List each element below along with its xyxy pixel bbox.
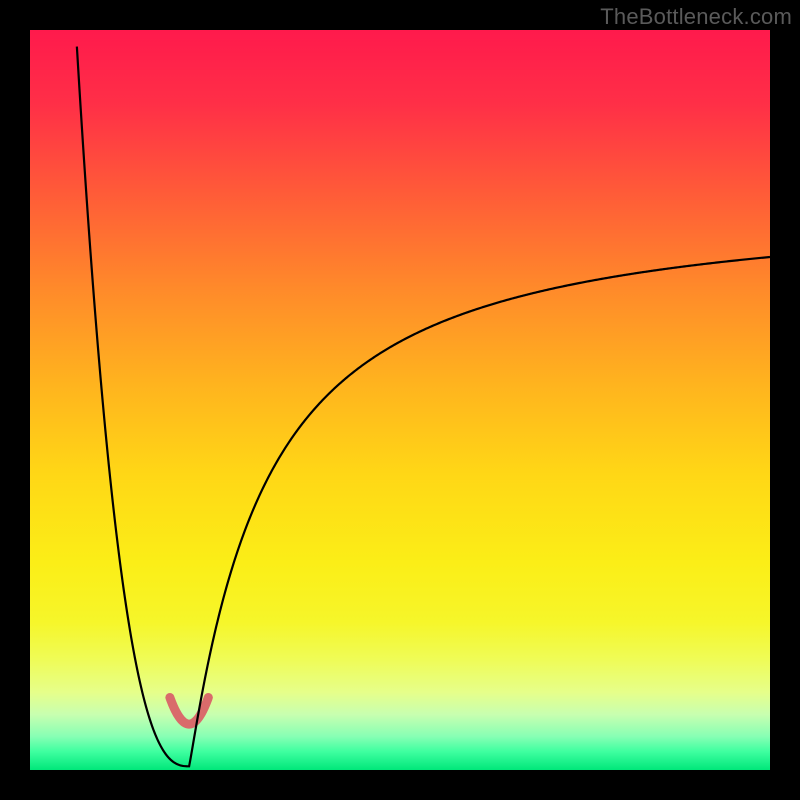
chart-frame xyxy=(30,30,770,770)
watermark-text: TheBottleneck.com xyxy=(600,4,792,30)
curve-highlight xyxy=(170,697,208,724)
bottleneck-curve xyxy=(77,47,770,767)
chart-curve-layer xyxy=(30,30,770,770)
